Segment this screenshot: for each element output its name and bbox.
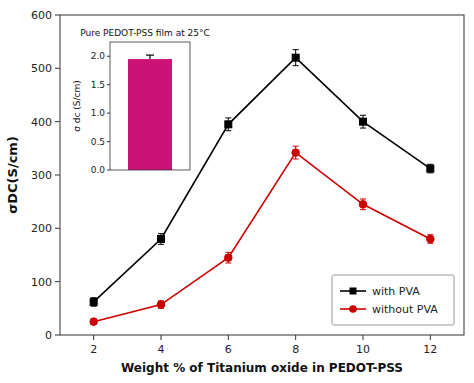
marker (360, 118, 367, 125)
error-bar-cap (225, 252, 231, 253)
y-tick-label: 600 (31, 9, 52, 22)
error-bar-cap (360, 209, 366, 210)
inset-y-tick-label: 1.0 (91, 108, 106, 118)
y-tick-label: 400 (31, 116, 52, 129)
inset-y-tick-label: 0.5 (91, 137, 105, 147)
y-tick (55, 335, 60, 336)
y-tick-label: 200 (31, 222, 52, 235)
legend-label: without PVA (372, 303, 438, 316)
bar (128, 59, 172, 170)
inset-title: Pure PEDOT-PSS film at 25°C (80, 28, 210, 38)
marker (427, 235, 435, 243)
x-tick (161, 335, 162, 340)
error-bar (225, 118, 231, 131)
y-tick (55, 281, 60, 282)
error-bar-cap (293, 49, 299, 50)
error-bar-cap (158, 233, 164, 234)
x-tick-label: 4 (158, 343, 165, 356)
error-bar (293, 146, 299, 159)
marker (292, 149, 300, 157)
x-tick (228, 335, 229, 340)
inset-bg (110, 42, 190, 170)
inset-y-tick-label: 0.0 (91, 165, 106, 175)
marker (359, 201, 367, 209)
marker (225, 254, 233, 262)
x-tick-label: 12 (423, 343, 437, 356)
inset-y-tick (107, 170, 110, 171)
y-tick-label: 300 (31, 169, 52, 182)
y-tick (55, 175, 60, 176)
marker (157, 301, 165, 309)
y-tick (55, 68, 60, 69)
x-tick-label: 8 (292, 343, 299, 356)
inset-y-tick (107, 56, 110, 57)
y-tick-label: 500 (31, 62, 52, 75)
error-bar-cap (293, 65, 299, 66)
marker (90, 318, 98, 326)
inset-y-axis-label: σ dc (S/cm) (72, 80, 82, 132)
x-tick (93, 335, 94, 340)
error-bar-cap (225, 117, 231, 118)
y-tick (55, 121, 60, 122)
error-bar-cap (158, 244, 164, 245)
legend-marker (350, 288, 357, 295)
plot-marks (90, 50, 434, 326)
error-bar (158, 301, 164, 308)
error-bar (427, 164, 433, 173)
y-tick (55, 15, 60, 16)
inset-marks (128, 55, 172, 170)
inset-y-tick (107, 113, 110, 114)
y-tick (55, 228, 60, 229)
error-bar (427, 235, 433, 244)
legend: with PVA without PVA (332, 275, 454, 325)
plot-frame (60, 15, 464, 335)
error-bar (146, 55, 154, 59)
y-tick-label: 0 (45, 329, 52, 342)
series-line (94, 153, 431, 322)
error-bar-cap (360, 115, 366, 116)
inset: 0.0 0.5 1.0 1.5 2.0 Pure PEDOT-PSS film at 25… (72, 28, 210, 175)
error-bar (91, 298, 97, 307)
chart-container: 0 100 200 300 400 500 600 2 4 6 8 10 12 Weight % of T… (0, 0, 474, 383)
inset-frame (110, 42, 190, 170)
error-bar-cap (293, 159, 299, 160)
inset-y-tick-label: 2.0 (91, 51, 106, 61)
marker (292, 54, 299, 61)
error-bar-cap (146, 54, 154, 55)
series-line (94, 58, 431, 302)
error-bar (158, 234, 164, 245)
x-tick (295, 335, 296, 340)
x-tick (430, 335, 431, 340)
legend-box (332, 275, 454, 325)
x-tick-label: 2 (90, 343, 97, 356)
error-bar (225, 252, 231, 263)
error-bar (360, 199, 366, 210)
inset-y-tick-label: 1.5 (91, 80, 105, 90)
error-bar (360, 115, 366, 128)
error-bar-cap (360, 199, 366, 200)
error-bar-cap (293, 146, 299, 147)
error-bar-cap (360, 128, 366, 129)
plot-bg (60, 15, 464, 335)
marker (225, 121, 232, 128)
error-bar-cap (225, 263, 231, 264)
error-bar (293, 50, 299, 66)
inset-y-tick (107, 84, 110, 85)
x-tick-label: 6 (225, 343, 232, 356)
legend-marker (349, 305, 357, 313)
marker (90, 298, 97, 305)
y-tick-label: 100 (31, 276, 52, 289)
y-axis-label: σDC(S/cm) (5, 136, 20, 214)
legend-label: with PVA (372, 285, 420, 298)
inset-y-tick (107, 141, 110, 142)
marker (158, 236, 165, 243)
x-tick (363, 335, 364, 340)
x-axis-label: Weight % of Titanium oxide in PEDOT-PSS (121, 361, 403, 375)
error-bar-cap (225, 130, 231, 131)
x-tick-label: 10 (356, 343, 370, 356)
chart-svg: 0 100 200 300 400 500 600 2 4 6 8 10 12 Weight % of T… (0, 0, 474, 383)
marker (427, 165, 434, 172)
